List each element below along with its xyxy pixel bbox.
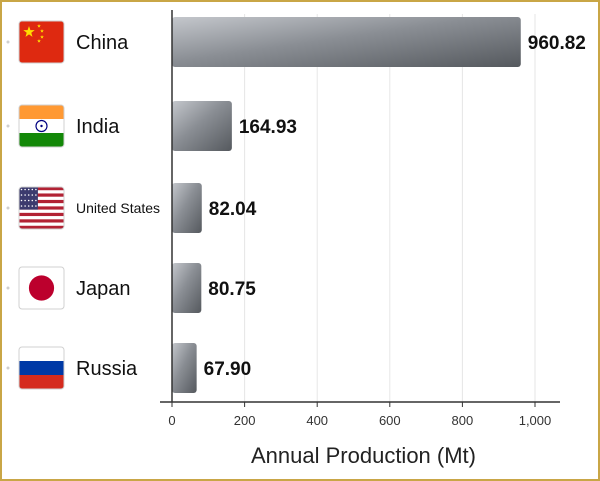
- india-flag-icon: [18, 104, 65, 148]
- russia-flag-icon-border: [18, 346, 65, 390]
- russia-flag-icon: [18, 346, 65, 390]
- bar: [172, 263, 202, 313]
- grid-lines: [244, 14, 536, 402]
- flags: [6, 20, 65, 390]
- value-label: 67.90: [204, 359, 252, 380]
- x-tick-label: 400: [306, 413, 328, 428]
- row-bullet: [6, 366, 10, 370]
- x-tick-label: 200: [234, 413, 256, 428]
- japan-flag-icon: [18, 266, 65, 310]
- x-tick-label: 0: [168, 413, 175, 428]
- x-axis-title: Annual Production (Mt): [251, 443, 476, 468]
- country-label: China: [76, 32, 129, 54]
- china-flag-icon: [18, 20, 65, 64]
- bars: [172, 17, 521, 393]
- china-flag-icon-border: [18, 20, 65, 64]
- row-bullet: [6, 40, 10, 44]
- row-bullet: [6, 206, 10, 210]
- united-states-flag-icon-border: [18, 186, 65, 230]
- x-tick-label: 800: [452, 413, 474, 428]
- bar: [172, 183, 202, 233]
- value-label: 164.93: [239, 117, 297, 138]
- value-label: 80.75: [208, 279, 256, 300]
- labels: 960.82 China 164.93 India 82.04 United States…: [76, 32, 586, 380]
- value-label: 960.82: [528, 33, 586, 54]
- row-bullet: [6, 124, 10, 128]
- bar: [172, 17, 521, 67]
- country-label: India: [76, 116, 120, 138]
- x-axis: 0 200 400 600 800 1,000 Annual Production (Mt): [160, 10, 560, 468]
- country-label: Japan: [76, 278, 131, 300]
- bar: [172, 343, 197, 393]
- x-tick-label: 600: [379, 413, 401, 428]
- india-flag-icon-border: [18, 104, 65, 148]
- country-label: United States: [76, 200, 160, 216]
- country-label: Russia: [76, 358, 138, 380]
- row-bullet: [6, 286, 10, 290]
- value-label: 82.04: [209, 199, 257, 220]
- bar: [172, 101, 232, 151]
- japan-flag-icon-border: [18, 266, 65, 310]
- united-states-flag-icon: [18, 186, 65, 230]
- x-tick-label: 1,000: [519, 413, 552, 428]
